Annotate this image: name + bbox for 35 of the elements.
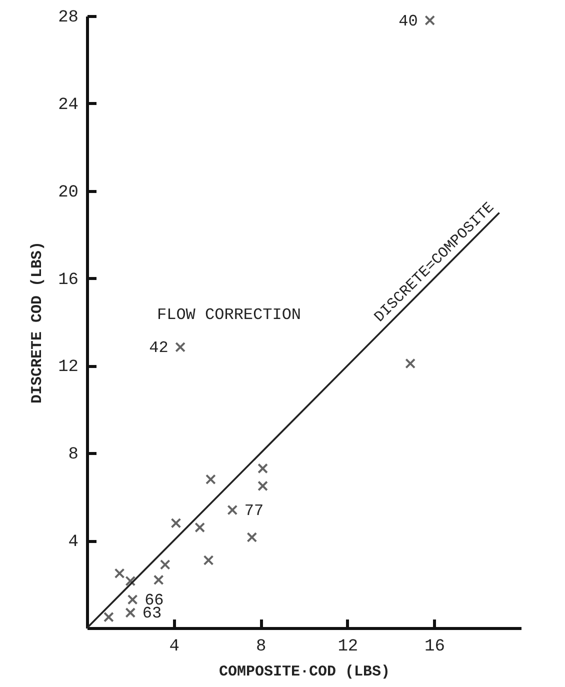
x-tick-label: 12	[338, 638, 358, 656]
point	[206, 474, 216, 485]
annotation: 77	[244, 502, 264, 520]
point	[114, 568, 125, 579]
point	[125, 608, 136, 618]
point	[258, 480, 268, 492]
point	[127, 594, 138, 605]
y-axis-title: DISCRETE COD (LBS)	[29, 241, 46, 404]
y-tick-label: 24	[58, 96, 78, 115]
point	[160, 559, 170, 570]
x-tick-label: 16	[424, 638, 445, 656]
point	[153, 574, 164, 586]
point	[424, 15, 436, 26]
point	[194, 522, 206, 533]
x-tick-label: 8	[256, 638, 266, 656]
point	[405, 358, 416, 369]
annotation: FLOW CORRECTION	[157, 306, 302, 324]
point	[258, 463, 268, 474]
point	[170, 518, 182, 528]
y-tick-label: 28	[58, 8, 78, 28]
x-tick-label: 4	[169, 638, 180, 656]
y-tick-label: 8	[68, 446, 78, 465]
point	[227, 504, 238, 516]
y-tick-label: 16	[58, 270, 78, 290]
annotation: 40	[398, 12, 418, 30]
y-tick-label: 4	[68, 533, 78, 552]
point	[203, 555, 214, 566]
x-axis-title: COMPOSITE·COD (LBS)	[218, 664, 390, 680]
point	[246, 532, 258, 542]
point	[104, 612, 114, 622]
point	[125, 576, 136, 586]
y-tick-label: 12	[58, 358, 78, 378]
point	[175, 342, 186, 352]
annotation: 42	[149, 339, 168, 358]
y-tick-label: 20	[58, 183, 78, 202]
